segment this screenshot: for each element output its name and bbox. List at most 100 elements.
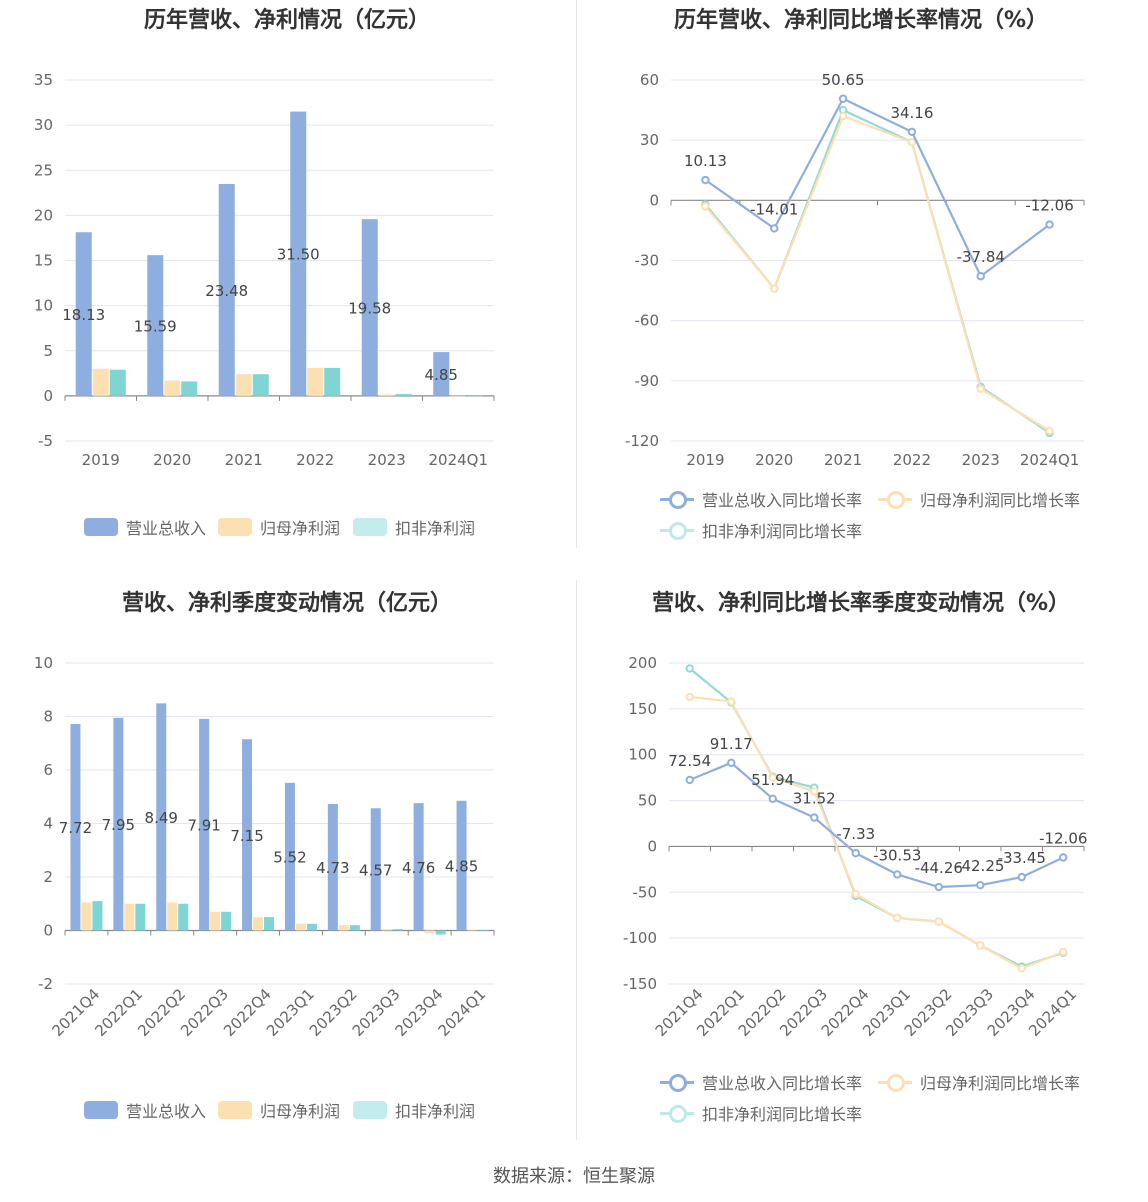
data-label: 7.72 [59, 819, 92, 837]
bar [433, 352, 450, 396]
data-label: 91.17 [710, 735, 753, 753]
data-label: 4.73 [316, 859, 349, 877]
y-tick-label: 0 [43, 922, 53, 940]
legend-deducted[interactable]: 扣非净利润 [353, 515, 475, 539]
legend-netprofit[interactable]: 归母净利润 [218, 515, 340, 539]
data-point [838, 111, 848, 121]
data-label: -12.06 [1025, 197, 1073, 215]
data-point [976, 272, 985, 281]
data-point [685, 664, 694, 673]
x-tick-label: 2021 [824, 451, 862, 469]
y-tick-label: 200 [628, 654, 657, 672]
data-point [770, 284, 779, 293]
legend-rev-growth[interactable]: 营业总收入同比增长率 [660, 487, 862, 511]
legend-revenue[interactable]: 营业总收入 [84, 1098, 206, 1122]
data-point [838, 94, 848, 103]
data-point [1045, 426, 1054, 436]
data-label: 18.13 [62, 306, 105, 324]
x-tick-label: 2021 [225, 451, 263, 469]
bar [478, 930, 489, 931]
data-label: -12.06 [1039, 829, 1087, 847]
bar [327, 803, 338, 931]
y-tick-label: 0 [649, 191, 659, 209]
y-tick-label: 2 [43, 868, 53, 886]
bar [218, 183, 235, 396]
legend-deducted[interactable]: 扣非净利润 [353, 1098, 475, 1122]
quarterly-growth-panel: 营收、净利同比增长率季度变动情况（%） -150 -100 -50 0 50 100 150… [574, 583, 1148, 1163]
bar [349, 925, 360, 931]
data-point [727, 697, 736, 706]
data-point [893, 870, 902, 879]
bar [156, 703, 167, 931]
bar [92, 901, 103, 931]
bar [467, 395, 484, 397]
bar [113, 717, 124, 931]
data-label: 50.65 [822, 71, 865, 89]
data-point [727, 758, 736, 768]
y-tick-label: -50 [633, 883, 658, 901]
bar [413, 803, 424, 931]
quarterly-values-panel: 营收、净利季度变动情况（亿元） -2 0 2 4 6 8 10 7.72 7.95 8.49 7.9… [0, 583, 574, 1163]
x-tick-label: 2020 [755, 451, 793, 469]
bar [242, 739, 253, 931]
annual-values-panel: 历年营收、净利情况（亿元） -5 0 5 10 15 20 25 30 35 18.13 15.59… [0, 0, 574, 580]
bar [424, 930, 435, 934]
data-label: 72.54 [668, 752, 711, 770]
y-tick-label: 10 [34, 297, 53, 315]
legend-np-growth[interactable]: 归母净利润同比增长率 [878, 487, 1080, 511]
legend-rev-growth[interactable]: 营业总收入同比增长率 [660, 1070, 862, 1094]
y-tick-label: -90 [635, 372, 660, 390]
data-label: -37.84 [957, 248, 1005, 266]
bar [395, 394, 412, 396]
y-tick-label: 150 [628, 700, 657, 718]
bar [181, 381, 198, 396]
bar [252, 374, 269, 396]
bar [70, 723, 81, 931]
x-tick-label: 2019 [686, 451, 724, 469]
data-point [685, 775, 694, 785]
legend-ded-growth[interactable]: 扣非净利润同比增长率 [660, 518, 862, 542]
data-label: 10.13 [684, 152, 727, 170]
legend-ded-growth[interactable]: 扣非净利润同比增长率 [660, 1101, 862, 1125]
data-source-note: 数据来源：恒生聚源 [493, 1166, 655, 1187]
bar [381, 929, 392, 931]
y-tick-label: 50 [638, 792, 657, 810]
bar [167, 902, 178, 931]
bar [467, 930, 478, 931]
data-point [1059, 853, 1068, 862]
bar [124, 903, 135, 931]
chart-title: 营收、净利同比增长率季度变动情况（%） [651, 591, 1071, 616]
x-tick-label: 2024Q1 [428, 451, 488, 469]
data-point [976, 384, 985, 394]
bar [306, 923, 317, 931]
bar [290, 111, 307, 396]
y-tick-label: 8 [43, 708, 53, 726]
x-tick-label: 2022 [893, 451, 931, 469]
legend-np-growth[interactable]: 归母净利润同比增长率 [878, 1070, 1080, 1094]
data-point [893, 913, 902, 923]
y-tick-label: 0 [647, 837, 657, 855]
y-tick-label: 30 [640, 131, 659, 149]
y-tick-label: 100 [628, 746, 657, 764]
bar [361, 219, 378, 396]
bar [456, 800, 467, 931]
bar [378, 394, 395, 396]
data-point [1017, 964, 1026, 973]
data-point [907, 127, 917, 137]
data-label: 15.59 [134, 318, 177, 336]
bar [164, 380, 181, 396]
bar [235, 374, 252, 396]
legend-revenue[interactable]: 营业总收入 [84, 515, 206, 539]
y-tick-label: 25 [34, 161, 53, 179]
data-label: -33.45 [998, 849, 1046, 867]
bar [338, 925, 349, 931]
data-point [810, 813, 819, 822]
legend-netprofit[interactable]: 归母净利润 [218, 1098, 340, 1122]
bar [370, 808, 381, 931]
series-line [704, 108, 1051, 434]
annual-values-chart: -5 0 5 10 15 20 25 30 35 18.13 15.59 23.48 31.50 19.5… [34, 71, 495, 469]
bar [307, 367, 324, 396]
y-tick-label: 5 [43, 342, 53, 360]
series-line [704, 114, 1051, 432]
